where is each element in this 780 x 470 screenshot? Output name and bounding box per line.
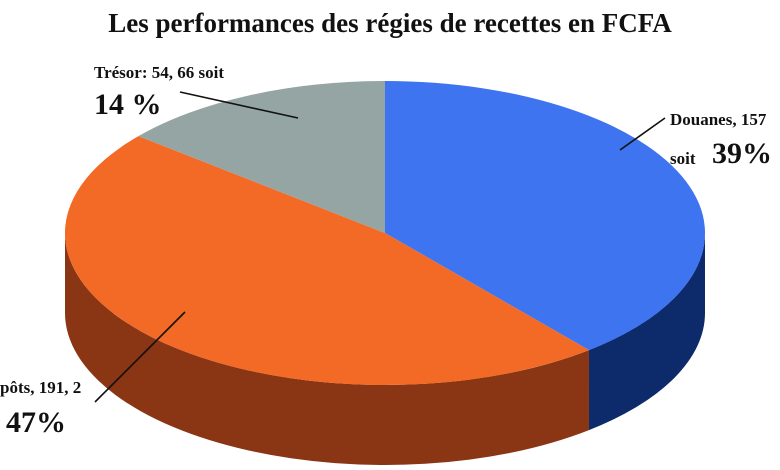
pie-slice-impots	[64, 136, 589, 386]
pie-slice-tresor	[138, 81, 385, 233]
label-impots-text: pôts, 191, 2	[0, 378, 82, 397]
pie-side-douanes	[588, 233, 705, 431]
label-douanes-text: Douanes, 157	[670, 110, 767, 129]
leader-line-impots	[94, 311, 186, 403]
chart-title: Les performances des régies de recettes …	[108, 8, 672, 38]
pie-side-impots	[65, 233, 589, 466]
label-douanes-percent: 39%	[712, 137, 772, 170]
label-douanes-prefix: soit	[670, 149, 696, 168]
leader-lines	[94, 91, 666, 403]
leader-line-douanes	[619, 117, 666, 151]
label-tresor-percent: 14 %	[94, 88, 162, 121]
pie-sides	[65, 233, 705, 466]
label-impots-percent: 47%	[6, 406, 66, 439]
pie-tops	[64, 81, 706, 386]
pie-slice-douanes	[385, 81, 706, 351]
leader-line-tresor	[179, 91, 299, 119]
label-tresor-text: Trésor: 54, 66 soit	[94, 63, 224, 82]
